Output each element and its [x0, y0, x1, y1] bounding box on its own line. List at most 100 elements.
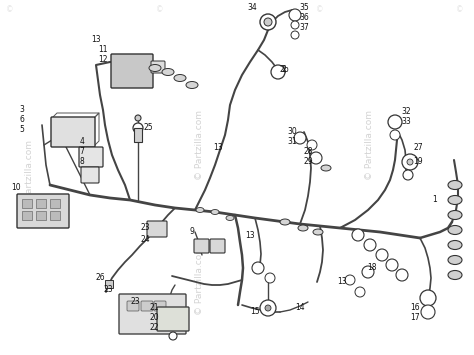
- Ellipse shape: [448, 211, 462, 219]
- Text: 16: 16: [410, 304, 420, 312]
- FancyBboxPatch shape: [157, 307, 189, 331]
- Text: 23: 23: [140, 224, 150, 233]
- Circle shape: [252, 262, 264, 274]
- Text: 2: 2: [282, 66, 286, 75]
- Circle shape: [376, 249, 388, 261]
- Circle shape: [402, 154, 418, 170]
- Text: ©: ©: [6, 5, 14, 15]
- Ellipse shape: [448, 240, 462, 250]
- Text: © Partzilla.com: © Partzilla.com: [195, 245, 204, 315]
- Ellipse shape: [313, 229, 323, 235]
- Text: 1: 1: [433, 196, 438, 204]
- Circle shape: [133, 123, 143, 133]
- Ellipse shape: [174, 75, 186, 82]
- Circle shape: [291, 21, 299, 29]
- Circle shape: [307, 140, 317, 150]
- Circle shape: [264, 18, 272, 26]
- Bar: [50, 211, 60, 220]
- Text: ©: ©: [156, 5, 164, 15]
- FancyBboxPatch shape: [151, 61, 165, 73]
- Circle shape: [135, 115, 141, 121]
- Text: © Partzilla.com: © Partzilla.com: [365, 110, 374, 180]
- Text: 23: 23: [103, 285, 113, 295]
- Circle shape: [260, 14, 276, 30]
- Text: 35: 35: [299, 4, 309, 12]
- Text: 28: 28: [303, 147, 313, 157]
- FancyBboxPatch shape: [111, 54, 153, 88]
- Circle shape: [289, 9, 301, 21]
- Text: 22: 22: [149, 323, 159, 333]
- Text: 14: 14: [295, 304, 305, 312]
- Ellipse shape: [149, 65, 161, 71]
- Text: 13: 13: [213, 143, 223, 153]
- Text: 9: 9: [190, 228, 194, 236]
- Circle shape: [271, 65, 285, 79]
- Bar: [36, 199, 46, 208]
- Text: 30: 30: [287, 127, 297, 137]
- FancyBboxPatch shape: [210, 239, 225, 253]
- FancyBboxPatch shape: [154, 301, 166, 311]
- Circle shape: [345, 275, 355, 285]
- Circle shape: [364, 239, 376, 251]
- Ellipse shape: [448, 256, 462, 264]
- Text: 31: 31: [287, 137, 297, 147]
- Ellipse shape: [196, 208, 204, 213]
- Circle shape: [169, 332, 177, 340]
- Text: © Partzilla.com: © Partzilla.com: [26, 140, 35, 210]
- Text: 4: 4: [80, 137, 84, 147]
- Bar: [50, 199, 60, 208]
- Text: © Partzilla.com: © Partzilla.com: [195, 110, 204, 180]
- FancyBboxPatch shape: [141, 301, 153, 311]
- Circle shape: [260, 300, 276, 316]
- Text: 13: 13: [245, 230, 255, 240]
- Ellipse shape: [448, 196, 462, 204]
- Text: 20: 20: [149, 313, 159, 322]
- Text: 10: 10: [11, 184, 21, 192]
- Circle shape: [388, 115, 402, 129]
- FancyBboxPatch shape: [79, 147, 103, 167]
- FancyBboxPatch shape: [51, 117, 95, 147]
- FancyBboxPatch shape: [119, 294, 186, 334]
- Ellipse shape: [448, 225, 462, 235]
- Ellipse shape: [162, 69, 174, 76]
- Circle shape: [390, 130, 400, 140]
- Text: 17: 17: [410, 313, 420, 322]
- Text: 34: 34: [247, 4, 257, 12]
- Text: 13: 13: [337, 278, 347, 286]
- Text: 5: 5: [19, 126, 25, 135]
- Text: 36: 36: [299, 13, 309, 22]
- FancyBboxPatch shape: [127, 301, 139, 311]
- Circle shape: [352, 229, 364, 241]
- Ellipse shape: [280, 219, 290, 225]
- Text: 23: 23: [130, 297, 140, 306]
- Text: 25: 25: [143, 124, 153, 132]
- Text: 33: 33: [401, 118, 411, 126]
- Ellipse shape: [298, 225, 308, 231]
- Text: 15: 15: [250, 307, 260, 317]
- Circle shape: [420, 290, 436, 306]
- Ellipse shape: [211, 209, 219, 214]
- Ellipse shape: [226, 215, 234, 220]
- Text: ©: ©: [456, 5, 464, 15]
- Text: 8: 8: [80, 158, 84, 166]
- Text: 13: 13: [91, 36, 101, 44]
- FancyBboxPatch shape: [81, 167, 99, 183]
- Text: 7: 7: [80, 147, 84, 157]
- Bar: [134, 128, 142, 142]
- Bar: [22, 199, 32, 208]
- Bar: [22, 211, 32, 220]
- Circle shape: [294, 132, 306, 144]
- FancyBboxPatch shape: [147, 221, 167, 237]
- Bar: [105, 280, 113, 288]
- FancyBboxPatch shape: [17, 194, 69, 228]
- Text: 37: 37: [299, 23, 309, 33]
- Circle shape: [265, 305, 271, 311]
- Ellipse shape: [448, 180, 462, 190]
- Circle shape: [421, 305, 435, 319]
- Text: 29: 29: [303, 158, 313, 166]
- Text: 6: 6: [19, 115, 25, 125]
- Circle shape: [265, 273, 275, 283]
- Text: 19: 19: [413, 158, 423, 166]
- Text: ©: ©: [316, 5, 324, 15]
- Circle shape: [355, 287, 365, 297]
